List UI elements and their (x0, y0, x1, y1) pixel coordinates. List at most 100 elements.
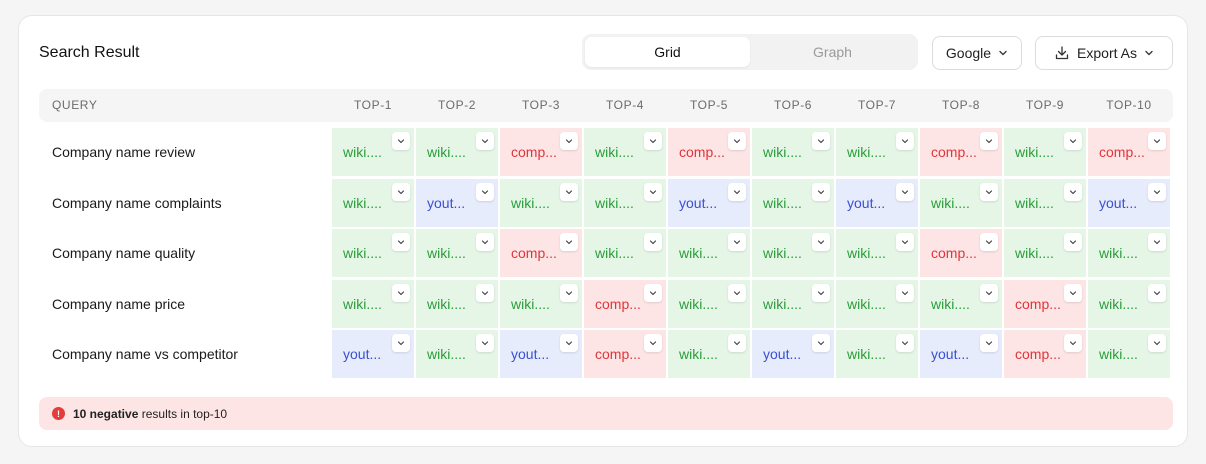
cell-dropdown-icon[interactable] (896, 183, 914, 201)
result-cell[interactable]: comp... (920, 229, 1002, 277)
result-cell[interactable]: yout... (416, 179, 498, 227)
cell-dropdown-icon[interactable] (1064, 132, 1082, 150)
cell-dropdown-icon[interactable] (728, 284, 746, 302)
result-cell[interactable]: wiki.... (1004, 179, 1086, 227)
cell-dropdown-icon[interactable] (728, 233, 746, 251)
result-cell[interactable]: wiki.... (332, 128, 414, 176)
cell-dropdown-icon[interactable] (1148, 233, 1166, 251)
cell-dropdown-icon[interactable] (476, 284, 494, 302)
result-cell[interactable]: wiki.... (416, 128, 498, 176)
result-cell[interactable]: yout... (920, 330, 1002, 378)
result-cell[interactable]: wiki.... (332, 229, 414, 277)
result-cell[interactable]: yout... (836, 179, 918, 227)
result-cell[interactable]: comp... (584, 330, 666, 378)
cell-dropdown-icon[interactable] (1148, 284, 1166, 302)
result-cell[interactable]: wiki.... (836, 128, 918, 176)
result-cell[interactable]: wiki.... (1004, 128, 1086, 176)
cell-dropdown-icon[interactable] (728, 183, 746, 201)
cell-dropdown-icon[interactable] (392, 284, 410, 302)
cell-dropdown-icon[interactable] (476, 233, 494, 251)
cell-dropdown-icon[interactable] (896, 132, 914, 150)
cell-dropdown-icon[interactable] (560, 334, 578, 352)
result-cell[interactable]: comp... (1004, 330, 1086, 378)
cell-dropdown-icon[interactable] (560, 132, 578, 150)
cell-dropdown-icon[interactable] (644, 183, 662, 201)
result-cell[interactable]: wiki.... (752, 229, 834, 277)
cell-dropdown-icon[interactable] (980, 183, 998, 201)
cell-dropdown-icon[interactable] (812, 233, 830, 251)
cell-dropdown-icon[interactable] (476, 132, 494, 150)
result-cell[interactable]: comp... (584, 280, 666, 328)
cell-dropdown-icon[interactable] (896, 334, 914, 352)
result-cell[interactable]: yout... (500, 330, 582, 378)
result-cell[interactable]: wiki.... (836, 229, 918, 277)
cell-dropdown-icon[interactable] (1064, 334, 1082, 352)
result-cell[interactable]: wiki.... (416, 280, 498, 328)
cell-dropdown-icon[interactable] (1148, 183, 1166, 201)
cell-dropdown-icon[interactable] (560, 284, 578, 302)
cell-dropdown-icon[interactable] (728, 334, 746, 352)
cell-dropdown-icon[interactable] (1064, 284, 1082, 302)
result-cell[interactable]: wiki.... (920, 280, 1002, 328)
tab-grid[interactable]: Grid (585, 37, 750, 67)
cell-dropdown-icon[interactable] (812, 284, 830, 302)
cell-dropdown-icon[interactable] (812, 132, 830, 150)
result-cell[interactable]: wiki.... (416, 330, 498, 378)
result-cell[interactable]: wiki.... (584, 128, 666, 176)
result-cell[interactable]: wiki.... (752, 179, 834, 227)
cell-dropdown-icon[interactable] (644, 334, 662, 352)
cell-dropdown-icon[interactable] (728, 132, 746, 150)
result-cell[interactable]: wiki.... (584, 179, 666, 227)
cell-dropdown-icon[interactable] (392, 132, 410, 150)
cell-dropdown-icon[interactable] (560, 233, 578, 251)
result-cell[interactable]: yout... (332, 330, 414, 378)
cell-dropdown-icon[interactable] (980, 334, 998, 352)
cell-dropdown-icon[interactable] (644, 132, 662, 150)
result-cell[interactable]: comp... (500, 229, 582, 277)
result-cell[interactable]: wiki.... (332, 280, 414, 328)
result-cell[interactable]: wiki.... (332, 179, 414, 227)
result-cell[interactable]: wiki.... (500, 179, 582, 227)
result-cell[interactable]: wiki.... (1088, 229, 1170, 277)
cell-dropdown-icon[interactable] (896, 284, 914, 302)
result-cell[interactable]: wiki.... (920, 179, 1002, 227)
result-cell[interactable]: yout... (752, 330, 834, 378)
result-cell[interactable]: comp... (500, 128, 582, 176)
cell-dropdown-icon[interactable] (392, 183, 410, 201)
result-cell[interactable]: comp... (668, 128, 750, 176)
cell-dropdown-icon[interactable] (1064, 233, 1082, 251)
result-cell[interactable]: wiki.... (1088, 330, 1170, 378)
cell-dropdown-icon[interactable] (476, 183, 494, 201)
cell-dropdown-icon[interactable] (1064, 183, 1082, 201)
result-cell[interactable]: wiki.... (668, 229, 750, 277)
cell-dropdown-icon[interactable] (896, 233, 914, 251)
cell-dropdown-icon[interactable] (812, 334, 830, 352)
cell-dropdown-icon[interactable] (392, 233, 410, 251)
cell-dropdown-icon[interactable] (560, 183, 578, 201)
export-as-button[interactable]: Export As (1035, 36, 1173, 70)
cell-dropdown-icon[interactable] (980, 233, 998, 251)
result-cell[interactable]: comp... (1004, 280, 1086, 328)
cell-dropdown-icon[interactable] (980, 132, 998, 150)
result-cell[interactable]: wiki.... (1088, 280, 1170, 328)
cell-dropdown-icon[interactable] (476, 334, 494, 352)
result-cell[interactable]: wiki.... (1004, 229, 1086, 277)
result-cell[interactable]: wiki.... (584, 229, 666, 277)
result-cell[interactable]: yout... (668, 179, 750, 227)
cell-dropdown-icon[interactable] (812, 183, 830, 201)
cell-dropdown-icon[interactable] (1148, 132, 1166, 150)
result-cell[interactable]: wiki.... (416, 229, 498, 277)
search-engine-select[interactable]: Google (932, 36, 1022, 70)
result-cell[interactable]: comp... (1088, 128, 1170, 176)
cell-dropdown-icon[interactable] (392, 334, 410, 352)
cell-dropdown-icon[interactable] (1148, 334, 1166, 352)
cell-dropdown-icon[interactable] (980, 284, 998, 302)
result-cell[interactable]: wiki.... (836, 280, 918, 328)
result-cell[interactable]: wiki.... (752, 128, 834, 176)
cell-dropdown-icon[interactable] (644, 284, 662, 302)
result-cell[interactable]: wiki.... (668, 330, 750, 378)
result-cell[interactable]: wiki.... (668, 280, 750, 328)
result-cell[interactable]: wiki.... (836, 330, 918, 378)
result-cell[interactable]: wiki.... (500, 280, 582, 328)
result-cell[interactable]: comp... (920, 128, 1002, 176)
